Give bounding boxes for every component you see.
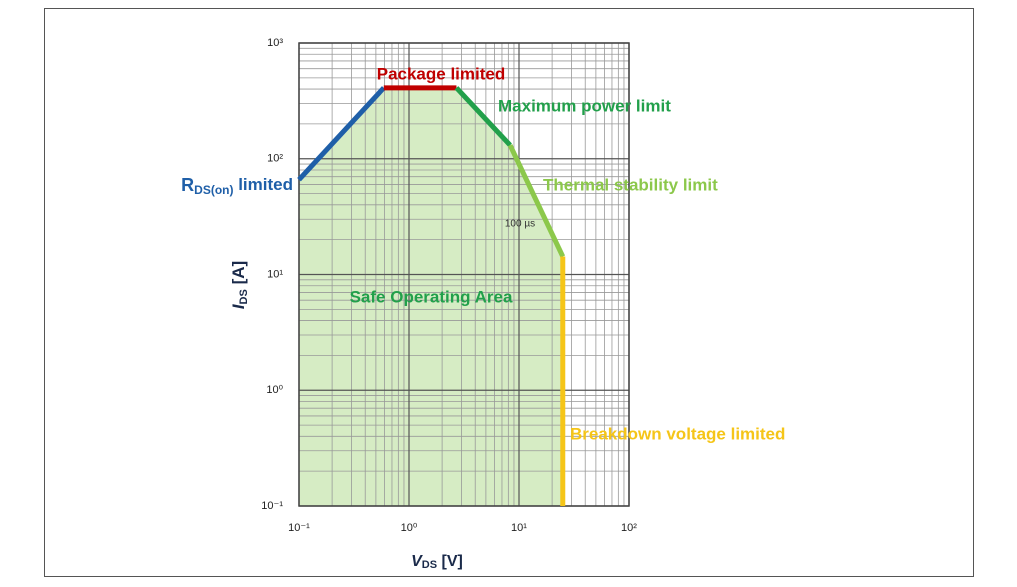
annotation: 100 µs: [505, 219, 535, 230]
series-label: Maximum power limit: [498, 96, 671, 115]
series-label: Thermal stability limit: [543, 175, 718, 194]
x-tick-label: 10⁻¹: [288, 522, 310, 534]
limit-line: [507, 144, 566, 258]
y-tick-label: 10¹: [267, 268, 283, 280]
label-subscript: DS(on): [194, 183, 233, 197]
label-part: I: [229, 303, 248, 309]
limit-line: [454, 86, 512, 147]
x-tick-label: 10¹: [511, 522, 527, 534]
area-label: Safe Operating Area: [350, 287, 513, 306]
series-label: Package limited: [377, 64, 506, 83]
limit-line: [297, 86, 386, 182]
label-part: limited: [233, 175, 293, 194]
series-label: Breakdown voltage limited: [570, 424, 785, 443]
y-tick-label: 10³: [267, 37, 283, 49]
label-part: V: [411, 553, 423, 570]
x-axis-label: VDS [V]: [411, 553, 463, 571]
y-tick-label: 10²: [267, 153, 283, 165]
y-tick-label: 10⁰: [266, 384, 283, 396]
label-part: [A]: [229, 261, 248, 289]
label-part: R: [181, 175, 194, 195]
y-axis-label: IDS [A]: [229, 261, 249, 309]
x-tick-label: 10²: [621, 522, 637, 534]
label-subscript: DS: [422, 559, 437, 571]
series-label: RDS(on) limited: [181, 175, 293, 197]
y-tick-label: 10⁻¹: [261, 500, 283, 512]
x-tick-label: 10⁰: [401, 522, 418, 534]
label-part: [V]: [437, 553, 463, 570]
label-subscript: DS: [238, 289, 250, 304]
plot-border: [298, 42, 630, 507]
